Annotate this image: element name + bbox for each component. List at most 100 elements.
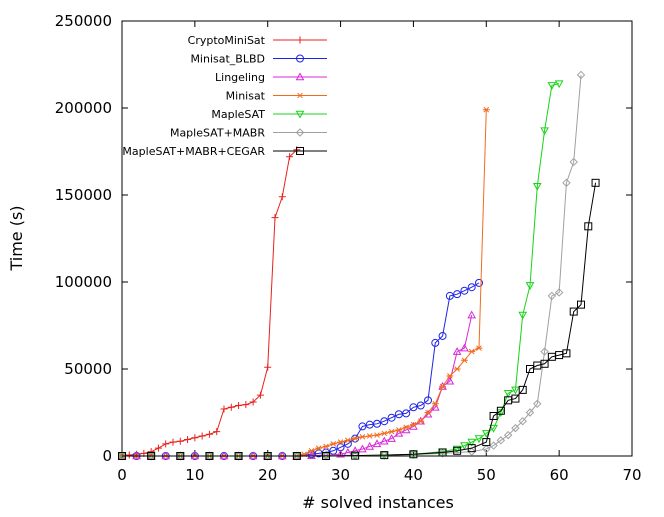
series-line: [121, 149, 298, 456]
data-point: [424, 396, 432, 405]
y-axis-title: Time (s): [7, 205, 26, 271]
legend-label: Minisat: [226, 90, 266, 103]
data-point: [337, 439, 345, 445]
data-point: [358, 444, 367, 453]
data-point: [460, 442, 469, 451]
data-point: [278, 193, 286, 201]
data-point: [198, 432, 206, 440]
data-point: [271, 214, 279, 222]
data-point: [562, 349, 571, 358]
data-point: [176, 452, 185, 460]
plot-border: [121, 20, 633, 457]
data-point: [295, 128, 305, 137]
data-point: [489, 424, 498, 433]
data-point: [169, 438, 177, 446]
data-point: [307, 451, 316, 459]
data-point: [431, 400, 439, 407]
data-point: [489, 441, 498, 450]
series-1: [118, 278, 483, 460]
legend-entry: CryptoMiniSat: [188, 34, 327, 47]
data-point: [554, 80, 564, 89]
data-point: [431, 338, 440, 347]
data-point: [439, 383, 447, 390]
data-point: [417, 418, 425, 425]
x-axis-title: # solved instances: [302, 493, 454, 512]
data-point: [409, 421, 417, 428]
data-point: [296, 36, 304, 44]
data-point: [474, 435, 484, 444]
data-point: [358, 434, 366, 440]
data-point: [525, 282, 535, 291]
legend-entry: MapleSAT+MABR+CEGAR: [122, 145, 327, 158]
data-point: [402, 424, 410, 431]
data-point: [256, 391, 264, 399]
data-point: [176, 437, 184, 445]
data-point: [467, 447, 476, 456]
data-point: [424, 409, 432, 416]
data-point: [452, 347, 462, 355]
legend-entry: MapleSAT: [211, 108, 327, 121]
data-point: [518, 416, 527, 426]
data-point: [445, 291, 454, 300]
y-tick-label: 50000: [64, 360, 112, 378]
y-tick-label: 150000: [55, 186, 112, 204]
series-line: [122, 314, 473, 457]
plot-frame: [121, 20, 633, 457]
data-point: [438, 331, 447, 340]
data-point: [453, 446, 462, 455]
data-point: [205, 430, 213, 438]
data-point: [125, 451, 133, 459]
x-tick-label: 40: [404, 466, 423, 484]
x-tick-label: 30: [331, 466, 350, 484]
data-point: [292, 452, 301, 460]
series-line: [122, 109, 487, 457]
data-point: [286, 153, 294, 161]
legend-label: Minisat_BLBD: [190, 53, 265, 66]
data-point: [351, 435, 359, 442]
data-point: [409, 403, 418, 412]
data-point: [540, 359, 549, 368]
data-point: [191, 434, 199, 442]
series-2: [117, 310, 477, 460]
series-6: [118, 178, 600, 460]
y-tick-label: 0: [102, 447, 112, 465]
series-layer: [117, 70, 600, 461]
data-point: [482, 438, 491, 447]
data-point: [496, 436, 506, 445]
data-point: [205, 452, 214, 460]
data-point: [394, 428, 404, 437]
axis-ticks: 0 10 20 30 40 50 60 70 0 50000 100000 150000 200000 2…: [55, 12, 642, 484]
data-point: [430, 402, 440, 411]
legend-label: MapleSAT: [211, 108, 265, 121]
data-point: [388, 428, 396, 435]
data-point: [438, 448, 447, 457]
data-point: [547, 291, 557, 301]
data-point: [569, 157, 578, 167]
y-tick-label: 200000: [55, 99, 112, 117]
data-point: [242, 401, 250, 409]
data-point: [453, 290, 462, 299]
data-point: [184, 435, 192, 443]
data-point: [416, 401, 425, 410]
data-point: [118, 452, 126, 460]
data-point: [373, 432, 381, 438]
data-point: [380, 417, 389, 426]
legend-label: MapleSAT+MABR: [170, 127, 265, 140]
x-tick-label: 0: [117, 466, 127, 484]
data-point: [263, 452, 272, 460]
legend-entry: Minisat_BLBD: [190, 53, 327, 66]
data-point: [511, 423, 520, 433]
data-point: [402, 409, 411, 418]
data-point: [387, 413, 396, 422]
series-3: [118, 106, 490, 459]
data-point: [460, 343, 469, 352]
data-point: [350, 446, 360, 455]
data-point: [518, 385, 527, 394]
data-point: [379, 436, 389, 445]
data-point: [322, 452, 330, 460]
data-point: [481, 430, 491, 438]
data-point: [296, 147, 304, 155]
data-point: [460, 286, 469, 295]
data-point: [452, 445, 462, 454]
